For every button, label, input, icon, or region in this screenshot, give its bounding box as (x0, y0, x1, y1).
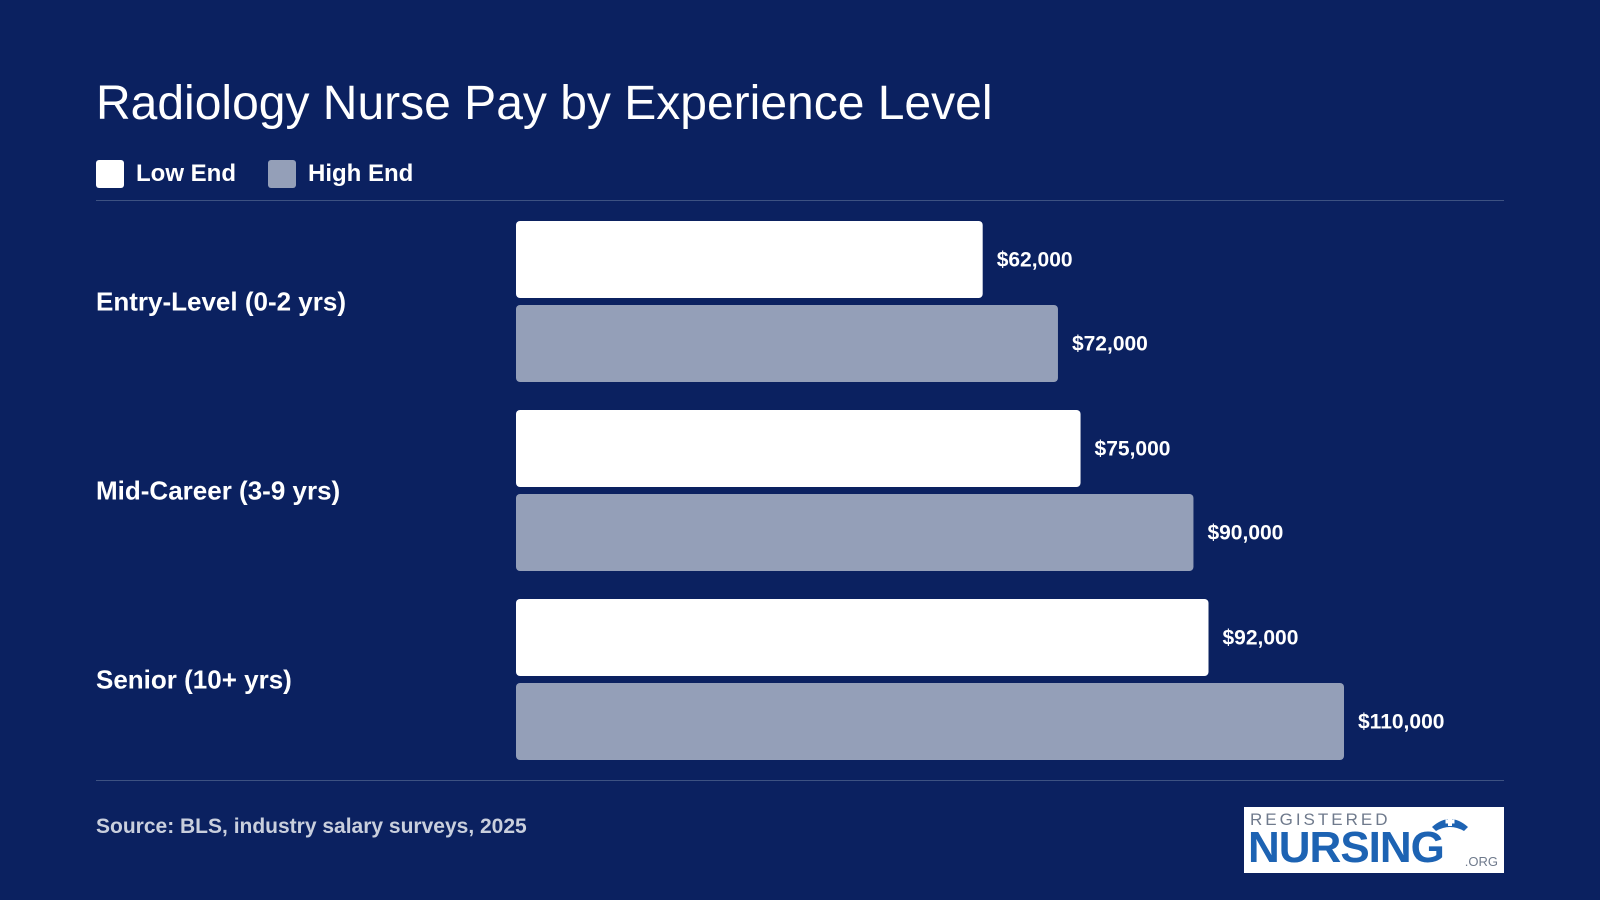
logo-main-text: NURSING (1248, 823, 1445, 872)
category-label-mid-career-3-9-yrs: Mid-Career (3-9 yrs) (96, 476, 340, 506)
category-label-senior-10-yrs: Senior (10+ yrs) (96, 665, 292, 695)
bar-high-end-senior-10-yrs (516, 683, 1344, 760)
nurse-cap-icon (1432, 817, 1468, 831)
legend-swatch-high-end (267, 160, 296, 188)
source-note: Source: BLS, industry salary surveys, 20… (96, 815, 527, 838)
bar-low-end-entry-level-0-2-yrs (516, 221, 983, 298)
logo-suffix-text: .ORG (1464, 854, 1498, 869)
bar-high-end-mid-career-3-9-yrs (516, 494, 1194, 571)
legend-label-high-end: High End (307, 160, 414, 187)
bar-high-end-entry-level-0-2-yrs (516, 305, 1058, 382)
category-label-entry-level-0-2-yrs: Entry-Level (0-2 yrs) (96, 287, 346, 317)
legend-item-low-end: Low End (96, 160, 236, 188)
registered-nursing-logo: REGISTERED NURSING .ORG (1244, 807, 1504, 873)
top-divider (96, 200, 1504, 201)
bar-low-end-senior-10-yrs (516, 599, 1209, 676)
value-label-low-end-entry-level-0-2-yrs: $62,000 (997, 249, 1073, 272)
value-label-low-end-senior-10-yrs: $92,000 (1223, 627, 1299, 650)
bottom-divider (96, 780, 1504, 781)
value-label-low-end-mid-career-3-9-yrs: $75,000 (1095, 438, 1171, 461)
legend-swatch-low-end (96, 160, 124, 188)
legend-label-low-end: Low End (136, 160, 236, 187)
logo-top-text: REGISTERED (1250, 810, 1391, 829)
value-label-high-end-entry-level-0-2-yrs: $72,000 (1072, 333, 1148, 356)
legend-item-high-end: High End (267, 160, 414, 188)
value-label-high-end-senior-10-yrs: $110,000 (1358, 711, 1444, 734)
bar-low-end-mid-career-3-9-yrs (516, 410, 1081, 487)
value-label-high-end-mid-career-3-9-yrs: $90,000 (1207, 522, 1283, 545)
chart-title: Radiology Nurse Pay by Experience Level (96, 77, 993, 130)
chart-legend: Low End High End (96, 159, 445, 189)
